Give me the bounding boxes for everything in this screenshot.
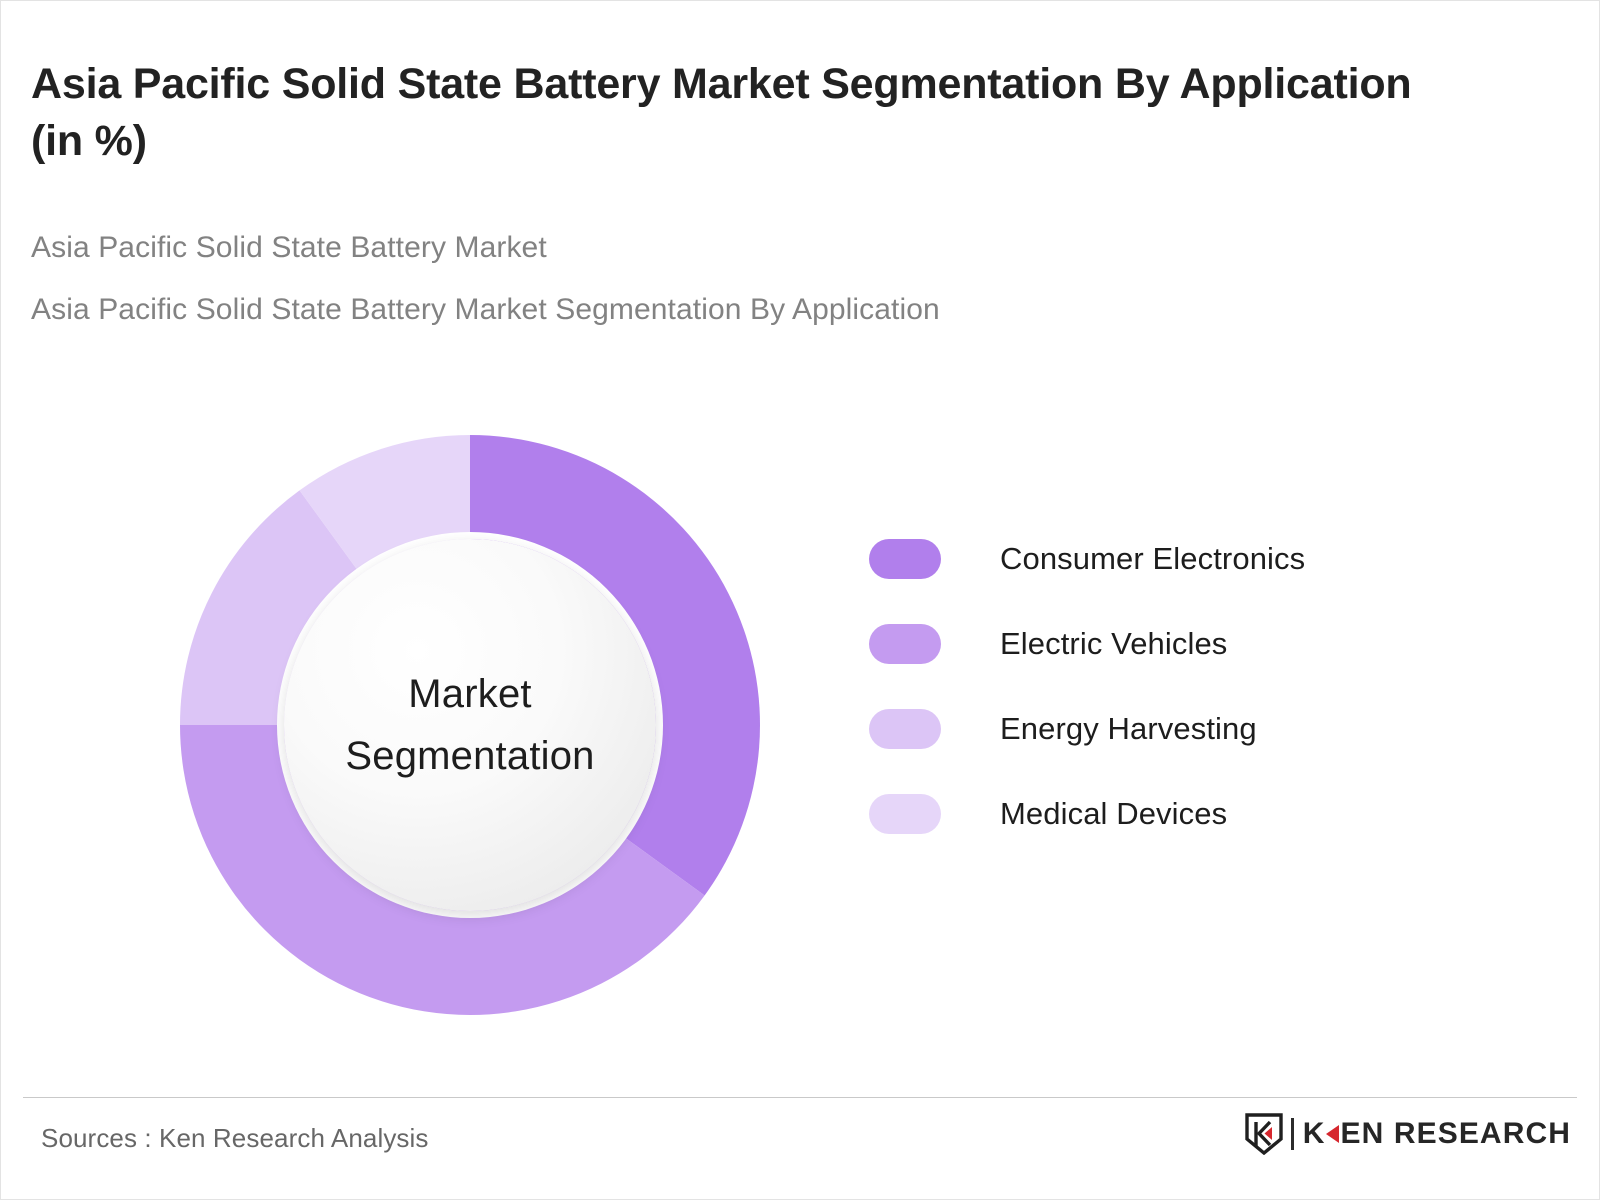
sources-label: Sources : Ken Research Analysis [41, 1123, 429, 1153]
legend-label: Medical Devices [1000, 795, 1228, 831]
legend-label: Energy Harvesting [1000, 710, 1257, 746]
legend-item[interactable]: Consumer Electronics [869, 516, 1509, 601]
legend-swatch [869, 793, 941, 834]
footer-divider [23, 1097, 1577, 1098]
center-label-line2: Segmentation [345, 734, 595, 778]
ken-research-logo: K EN RESEARCH [1245, 1111, 1571, 1157]
page-title: Asia Pacific Solid State Battery Market … [31, 60, 1412, 166]
breadcrumb-market: Asia Pacific Solid State Battery Market [31, 231, 547, 264]
logo-divider [1290, 1118, 1294, 1150]
center-label-line1: Market [408, 672, 532, 716]
donut-center-label: Market Segmentation [284, 539, 656, 911]
legend-swatch [869, 623, 941, 664]
shield-k-icon [1245, 1113, 1283, 1155]
logo-triangle-icon [1325, 1125, 1339, 1143]
logo-letter-k: K [1302, 1117, 1326, 1150]
legend-label: Consumer Electronics [1000, 540, 1306, 576]
legend-item[interactable]: Medical Devices [869, 771, 1509, 856]
legend-swatch [869, 538, 941, 579]
legend-item[interactable]: Electric Vehicles [869, 601, 1509, 686]
donut-ring: Consumer Electronics 35%Electric Vehicle… [178, 433, 762, 1017]
logo-wordmark-text: EN RESEARCH [1340, 1117, 1571, 1150]
legend-item[interactable]: Energy Harvesting [869, 686, 1509, 771]
logo-wordmark-group: K EN RESEARCH [1303, 1117, 1571, 1151]
legend-label: Electric Vehicles [1000, 625, 1228, 661]
breadcrumb-segmentation: Asia Pacific Solid State Battery Market … [31, 293, 940, 326]
donut-chart: Consumer Electronics 35%Electric Vehicle… [1, 381, 831, 1071]
chart-legend: Consumer Electronics Electric Vehicles Ene… [869, 516, 1509, 856]
legend-swatch [869, 708, 941, 749]
